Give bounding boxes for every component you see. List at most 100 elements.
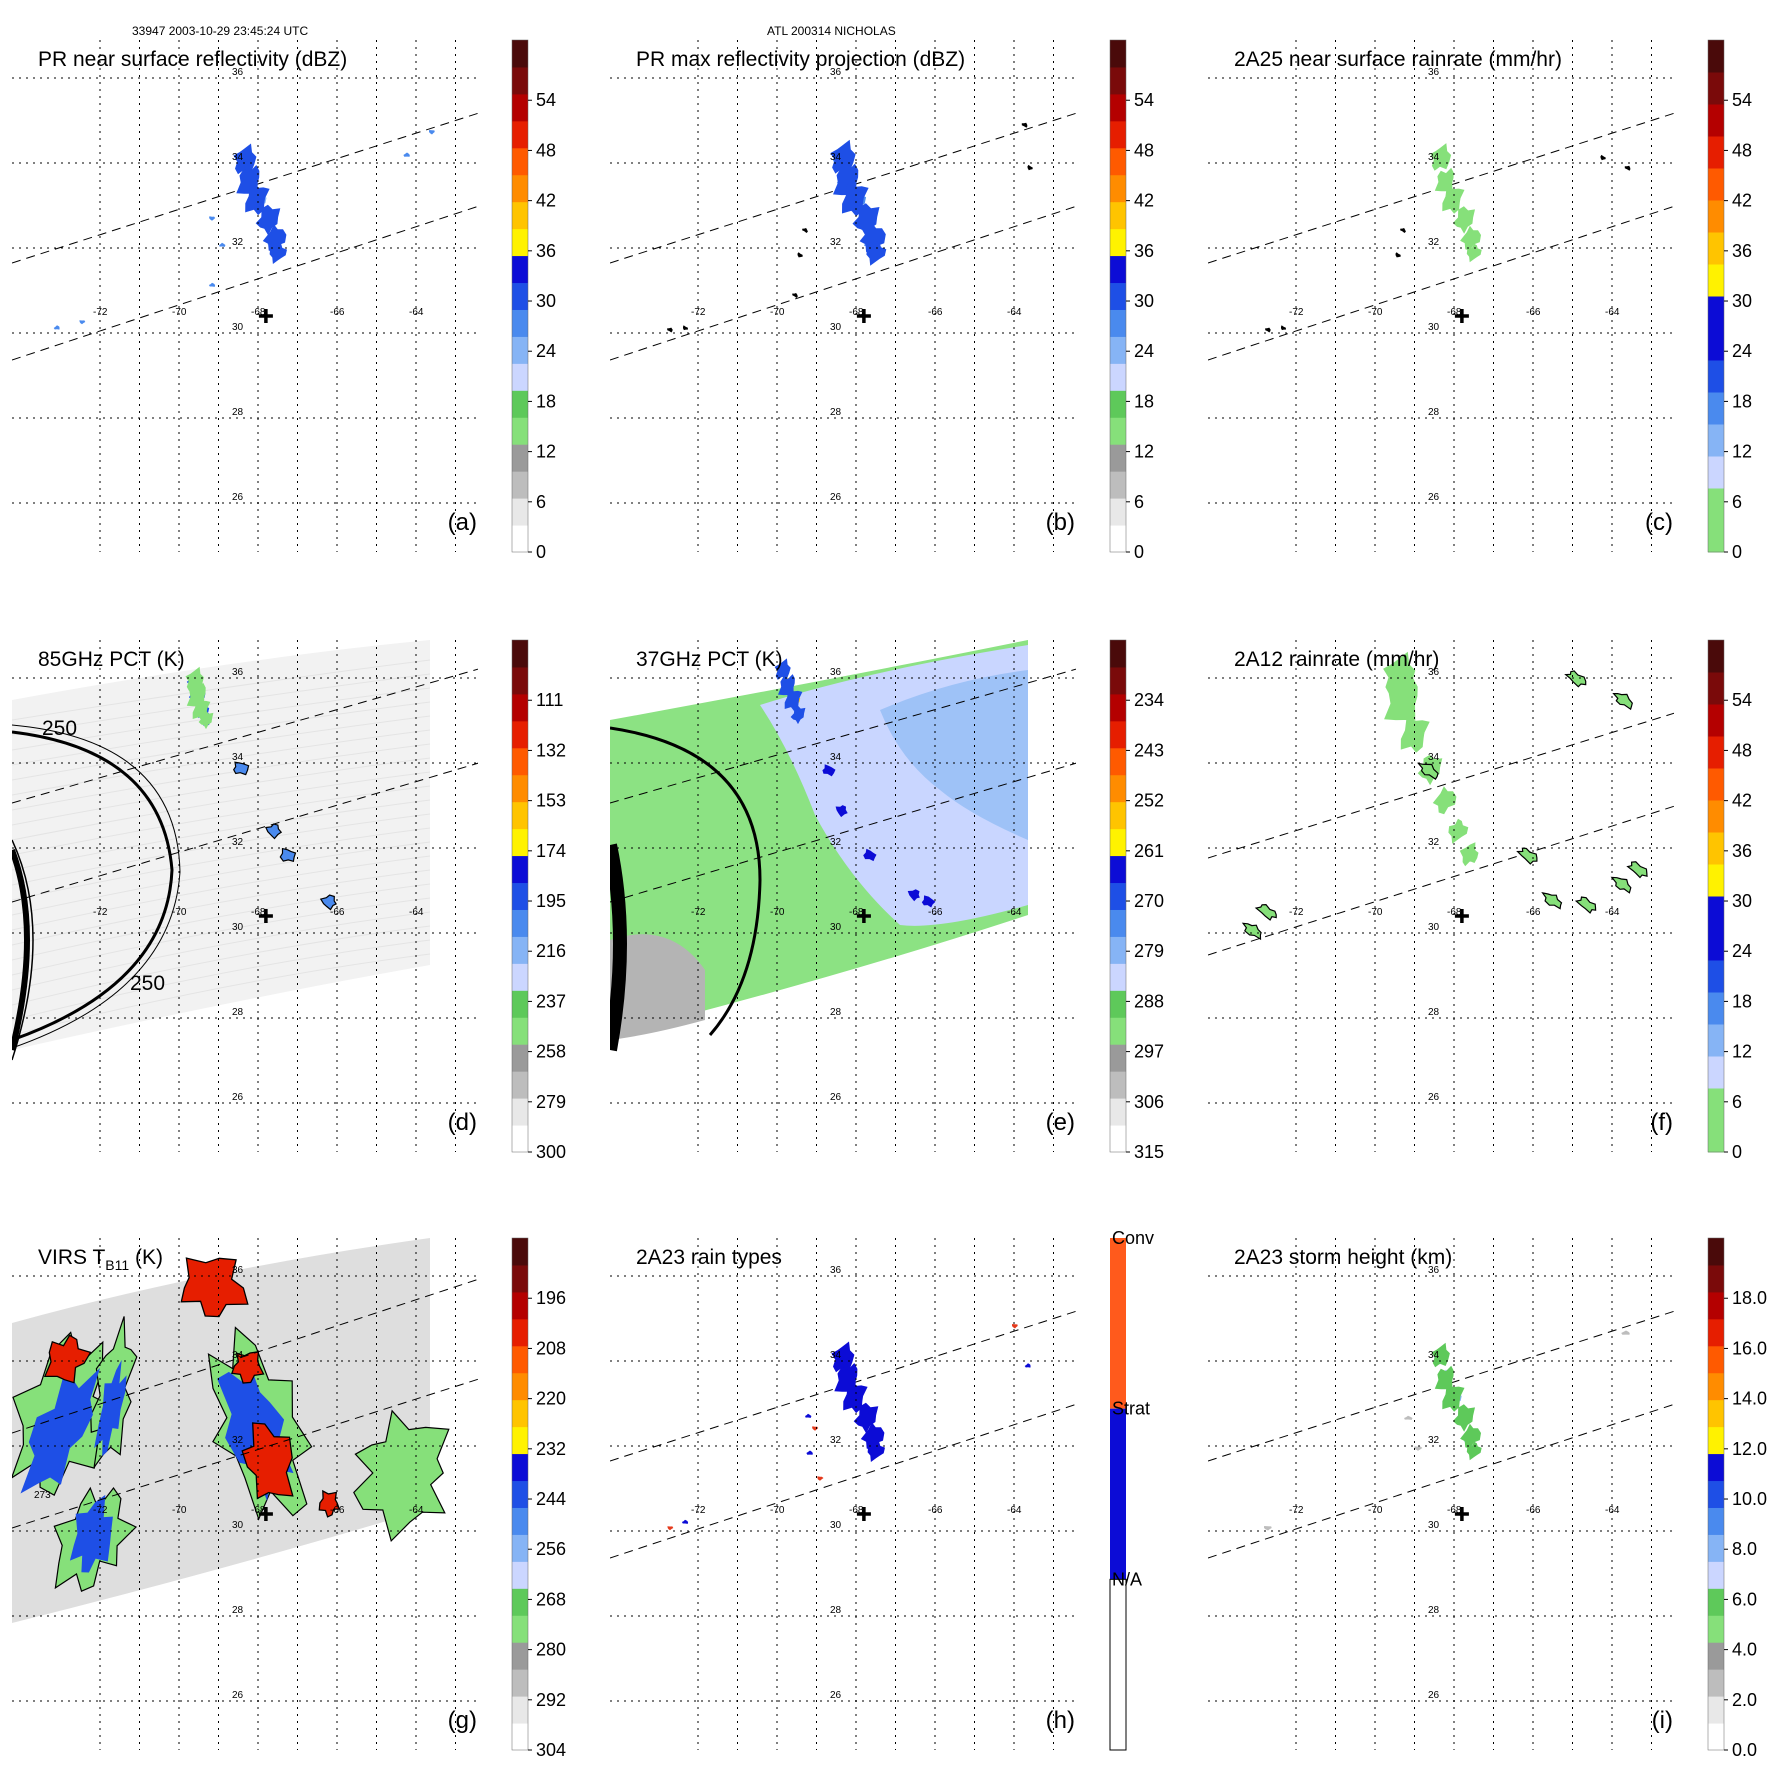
max-reflectivity-core — [852, 203, 880, 237]
max-reflectivity-core — [859, 222, 886, 254]
colorbar-label: 14.0 — [1732, 1389, 1767, 1409]
rain-cell — [1610, 876, 1632, 894]
map-area: -72 -70 -68 -66 -64 -62 36 34 32 30 28 26 — [12, 40, 478, 552]
colorbar-swatch — [512, 1238, 528, 1266]
colorbar-swatch — [512, 1669, 528, 1697]
colorbar-swatch — [512, 417, 528, 445]
lat-tick-label: 28 — [232, 1605, 244, 1616]
lat-tick-label: 28 — [830, 1007, 842, 1018]
colorbar-label: Strat — [1112, 1399, 1150, 1419]
colorbar-swatch — [1708, 1291, 1724, 1320]
rain-type-speck — [817, 1476, 824, 1481]
panel-b: -72 -70 -68 -66 -64 -62 36 34 32 30 28 26 PR max ref… — [610, 39, 1154, 562]
lon-tick-label: -72 — [1289, 1505, 1304, 1516]
colorbar-label: 36 — [536, 241, 556, 261]
lon-tick-label: -70 — [770, 307, 785, 318]
scan-line — [12, 799, 431, 871]
colorbar-swatch — [512, 774, 528, 803]
colorbar-swatch — [512, 1399, 528, 1428]
lon-tick-label: -64 — [1605, 307, 1620, 318]
colorbar-swatch — [1708, 640, 1724, 673]
colorbar-frame — [1109, 639, 1127, 1153]
rain-type-speck — [805, 1413, 812, 1418]
colorbar-swatch — [512, 1723, 528, 1751]
colorbar: Conv Strat N/A — [1109, 1228, 1154, 1751]
colorbar-swatch — [1110, 1408, 1126, 1580]
scan-line — [12, 841, 431, 916]
rain-type-speck — [681, 1519, 689, 1524]
colorbar-label: 111 — [536, 690, 563, 710]
panel-label: (b) — [1046, 509, 1075, 536]
colorbar-label: 24 — [1134, 341, 1154, 361]
colorbar-swatch — [1110, 936, 1126, 964]
cloud-region — [353, 1409, 450, 1543]
colorbar-swatch — [512, 936, 528, 964]
lat-tick-label: 26 — [232, 1690, 244, 1701]
lat-tick-label: 34 — [232, 752, 244, 763]
colorbar-label: 237 — [536, 991, 566, 1011]
lat-tick-label: 34 — [830, 752, 842, 763]
colorbar-label: 8.0 — [1732, 1539, 1757, 1559]
colorbar-label: 268 — [536, 1589, 566, 1609]
colorbar-swatch — [1110, 363, 1126, 391]
colorbar-label: 4.0 — [1732, 1640, 1757, 1660]
colorbar-swatch — [512, 336, 528, 364]
colorbar-label: N/A — [1112, 1569, 1142, 1589]
rain-band — [1459, 842, 1479, 867]
lon-tick-label: -66 — [928, 1505, 943, 1516]
colorbar-label: 48 — [536, 140, 556, 160]
colorbar-swatch — [512, 471, 528, 499]
lat-tick-label: 28 — [830, 1605, 842, 1616]
colorbar-label: 12 — [1732, 1042, 1752, 1062]
rain-type-swath — [867, 1440, 885, 1462]
scan-line — [12, 659, 431, 721]
colorbar-swatch — [1110, 201, 1126, 230]
scan-line — [12, 813, 431, 886]
storm-center-marker — [856, 909, 871, 923]
swath-edge-north — [1208, 712, 1674, 859]
warm-region — [880, 670, 1028, 840]
colorbar-frame — [511, 1237, 529, 1751]
colorbar-swatch — [1110, 228, 1126, 257]
colorbar-swatch — [1110, 390, 1126, 418]
colorbar-swatch — [1708, 328, 1724, 361]
panel-title: 85GHz PCT (K) — [38, 648, 185, 671]
colorbar-swatch — [1708, 1534, 1724, 1562]
colorbar-label: 208 — [536, 1338, 566, 1358]
panel-label: (c) — [1645, 509, 1673, 536]
lat-tick-label: 36 — [232, 1265, 244, 1276]
lat-tick-label: 32 — [232, 1435, 244, 1446]
lon-tick-label: -62 — [488, 1505, 503, 1516]
panel-title: 2A23 storm height (km) — [1234, 1246, 1452, 1269]
colorbar-label: 12 — [1134, 442, 1154, 462]
rain-core — [1442, 186, 1465, 214]
map-area: -72 -70 -68 -66 -64 -62 36 34 32 30 28 26 — [610, 640, 1076, 1152]
colorbar-label: 315 — [1134, 1142, 1164, 1162]
colorbar-label: 18 — [1732, 391, 1752, 411]
map-area: -72 -70 -68 -66 -64 -62 36 34 32 30 28 26 — [1208, 1238, 1699, 1750]
colorbar-swatch — [512, 147, 528, 176]
lon-tick-label: -64 — [1007, 1505, 1022, 1516]
panel-title: 2A12 rainrate (mm/hr) — [1234, 648, 1439, 671]
colorbar-swatch — [1708, 1696, 1724, 1724]
rain-type-swath — [860, 1422, 885, 1451]
colorbar-swatch — [1708, 40, 1724, 73]
colorbar-label: 18 — [1134, 391, 1154, 411]
swath-edge-north — [610, 668, 1076, 804]
contour-inner-ring — [610, 843, 627, 1052]
lon-tick-label: -62 — [1684, 1505, 1699, 1516]
colorbar-label: 153 — [536, 791, 566, 811]
colorbar-swatch — [512, 93, 528, 122]
colorbar-swatch — [512, 1561, 528, 1589]
lat-tick-label: 30 — [232, 1520, 244, 1531]
storm-center-marker — [856, 309, 871, 323]
colorbar-label: 304 — [536, 1740, 566, 1760]
rain-cell — [1612, 693, 1633, 711]
lat-tick-label: 26 — [232, 492, 244, 503]
lat-tick-label: 30 — [830, 322, 842, 333]
rain-cell — [1241, 922, 1262, 941]
colorbar-label: 54 — [1732, 90, 1752, 110]
colorbar-label: 244 — [536, 1489, 566, 1509]
colorbar-swatch — [1110, 1044, 1126, 1072]
colorbar-swatch — [1110, 336, 1126, 364]
